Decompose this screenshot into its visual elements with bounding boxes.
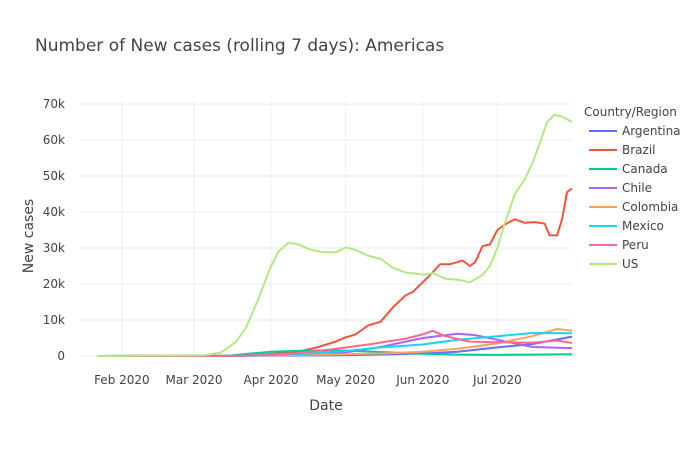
legend-items: Argentina Brazil Canada Chile Colombia Mexico… <box>589 124 681 271</box>
legend-item-chile[interactable]: Chile <box>589 181 652 195</box>
legend-item-brazil[interactable]: Brazil <box>589 143 656 157</box>
legend-label: Chile <box>622 181 652 195</box>
y-tick-label: 30k <box>43 241 65 255</box>
x-tick-label: Jun 2020 <box>395 373 449 387</box>
x-tick-label: Jul 2020 <box>472 373 522 387</box>
tick-layer: 0 10k 20k 30k 40k 50k 60k 70k Feb 2020 Mar 2020 Ap… <box>43 97 522 387</box>
x-tick-label: Feb 2020 <box>94 373 150 387</box>
x-tick-label: Apr 2020 <box>244 373 299 387</box>
x-tick-label: Mar 2020 <box>165 373 222 387</box>
legend-item-colombia[interactable]: Colombia <box>589 200 678 214</box>
legend: Country/Region Argentina Brazil Canada Chil… <box>584 105 681 271</box>
y-tick-label: 20k <box>43 277 65 291</box>
series-line-us[interactable] <box>96 113 573 357</box>
legend-title: Country/Region <box>584 105 677 119</box>
legend-item-peru[interactable]: Peru <box>589 238 649 252</box>
series-line-brazil[interactable] <box>97 187 573 357</box>
legend-item-canada[interactable]: Canada <box>589 162 668 176</box>
y-tick-label: 10k <box>43 313 65 327</box>
x-tick-label: May 2020 <box>316 373 375 387</box>
legend-label: Brazil <box>622 143 656 157</box>
legend-label: Peru <box>622 238 649 252</box>
legend-item-mexico[interactable]: Mexico <box>589 219 664 233</box>
y-tick-label: 60k <box>43 133 65 147</box>
legend-item-argentina[interactable]: Argentina <box>589 124 681 138</box>
y-tick-label: 50k <box>43 169 65 183</box>
y-axis-label: New cases <box>21 199 37 273</box>
legend-label: Canada <box>622 162 668 176</box>
legend-item-us[interactable]: US <box>589 257 638 271</box>
x-axis-label: Date <box>309 398 342 414</box>
y-tick-label: 40k <box>43 205 65 219</box>
series-line-canada[interactable] <box>96 349 573 357</box>
series-layer <box>96 113 573 357</box>
grid-layer <box>80 100 573 357</box>
series-line-peru[interactable] <box>96 329 573 357</box>
legend-label: Argentina <box>622 124 681 138</box>
y-tick-label: 0 <box>57 349 65 363</box>
legend-label: Mexico <box>622 219 664 233</box>
series-line-mexico[interactable] <box>96 332 573 357</box>
y-tick-label: 70k <box>43 97 65 111</box>
legend-label: Colombia <box>622 200 678 214</box>
legend-label: US <box>622 257 638 271</box>
chart-title: Number of New cases (rolling 7 days): Am… <box>35 36 444 56</box>
